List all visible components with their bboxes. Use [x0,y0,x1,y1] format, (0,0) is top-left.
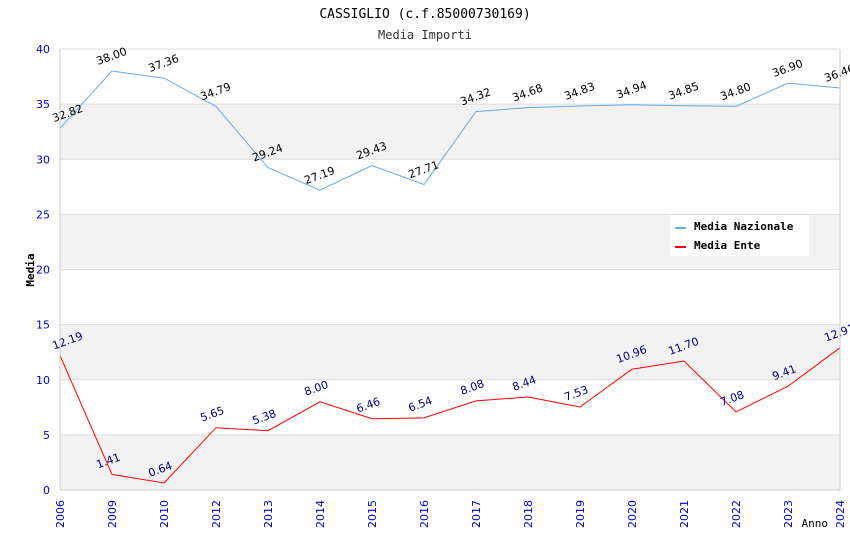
y-tick-label: 25 [36,208,50,221]
y-tick-label: 40 [36,43,50,56]
data-label: 37.36 [147,52,181,75]
data-label: 36.46 [823,62,850,85]
data-label: 5.38 [251,407,278,428]
data-label: 27.71 [407,158,441,181]
data-label: 6.54 [407,394,434,415]
grid-band [60,104,840,160]
x-tick-label: 2012 [210,500,223,528]
grid-band [60,434,840,490]
data-label: 34.80 [719,80,753,103]
data-label: 6.46 [355,395,382,416]
data-label: 36.90 [771,57,805,80]
data-label: 8.00 [303,378,330,399]
y-tick-label: 30 [36,153,50,166]
data-label: 27.19 [303,164,337,187]
x-axis-label: Anno [802,517,829,530]
x-tick-label: 2014 [314,500,327,528]
x-tick-label: 2015 [366,500,379,528]
data-label: 34.79 [199,80,233,103]
y-tick-label: 5 [43,429,50,442]
data-label: 7.08 [719,388,746,409]
series-line-1 [59,347,841,484]
data-label: 7.53 [563,383,590,404]
y-axis-label: Media [24,253,37,286]
chart-subtitle: Media Importi [378,28,472,42]
data-label: 38.00 [95,45,129,68]
x-tick-label: 2019 [574,500,587,528]
x-tick-label: 2016 [418,500,431,528]
data-label: 34.68 [511,81,545,104]
y-tick-label: 35 [36,98,50,111]
x-tick-label: 2021 [678,500,691,528]
legend-label-ente: Media Ente [694,239,761,252]
x-tick-label: 2022 [730,500,743,528]
y-tick-label: 20 [36,264,50,277]
y-tick-label: 10 [36,374,50,387]
x-tick-label: 2023 [782,500,795,528]
legend-label-nazionale: Media Nazionale [694,220,794,233]
x-tick-label: 2009 [106,500,119,528]
x-tick-label: 2013 [262,500,275,528]
chart-title: CASSIGLIO (c.f.85000730169) [319,7,530,22]
x-tick-label: 2017 [470,500,483,528]
x-tick-label: 2006 [54,500,67,528]
x-tick-label: 2024 [834,500,847,528]
series-line-0 [59,70,841,191]
grid-band [60,324,840,380]
y-tick-label: 15 [36,319,50,332]
data-label: 5.65 [199,404,226,425]
data-label: 34.94 [615,79,649,102]
x-tick-label: 2010 [158,500,171,528]
x-tick-label: 2018 [522,500,535,528]
data-label: 34.83 [563,80,597,103]
data-label: 34.85 [667,80,701,103]
x-tick-label: 2020 [626,500,639,528]
legend: Media Nazionale Media Ente [670,215,809,256]
y-tick-label: 0 [43,484,50,497]
